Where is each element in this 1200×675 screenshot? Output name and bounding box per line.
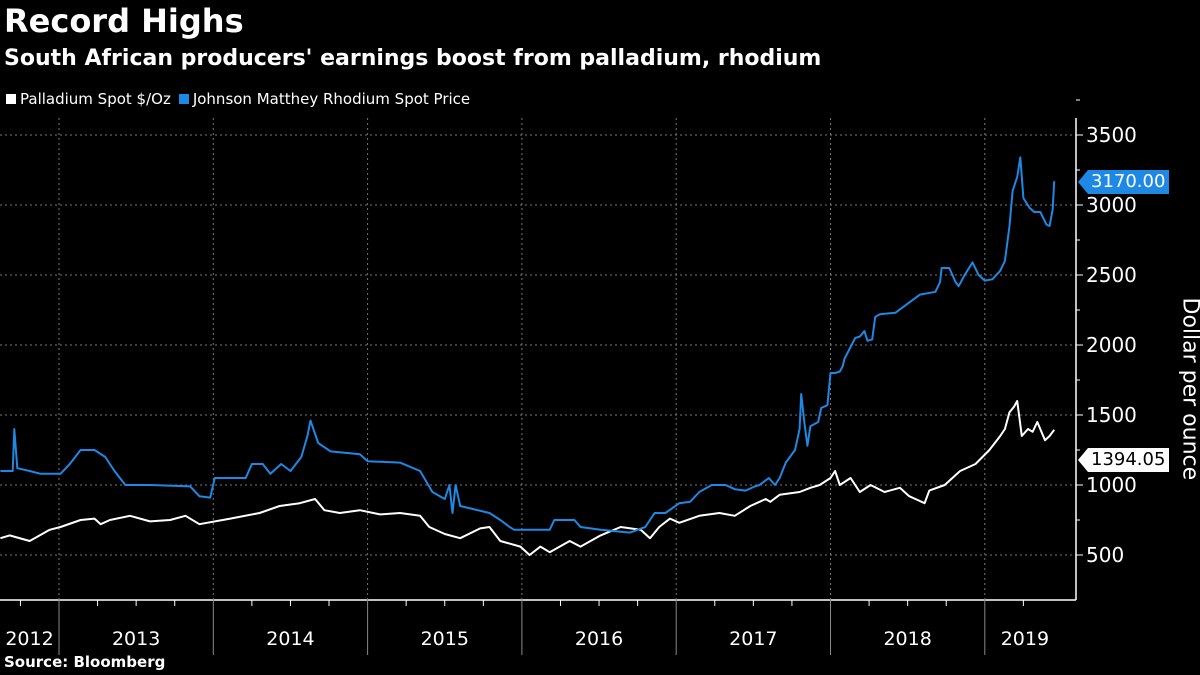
x-tick-label: 2016 bbox=[575, 628, 623, 650]
legend-swatch-palladium bbox=[6, 94, 16, 104]
chart-title: Record Highs bbox=[4, 2, 244, 40]
legend-item-rhodium: Johnson Matthey Rhodium Spot Price bbox=[178, 90, 471, 108]
x-tick-label: 2018 bbox=[883, 628, 931, 650]
x-tick-label: 2015 bbox=[421, 628, 469, 650]
legend-label-palladium: Palladium Spot $/Oz bbox=[20, 90, 171, 108]
y-tick-label: 1500 bbox=[1086, 403, 1137, 427]
x-tick-label: 2017 bbox=[729, 628, 777, 650]
palladium-last-value-tag: 1394.05 bbox=[1077, 448, 1170, 472]
y-tick-label: 2000 bbox=[1086, 333, 1137, 357]
x-tick-label: 2012 bbox=[5, 628, 53, 650]
chart-subtitle: South African producers' earnings boost … bbox=[4, 46, 822, 71]
y-tick-label: 2500 bbox=[1086, 263, 1137, 287]
palladium-line bbox=[0, 400, 1056, 556]
y-tick-label: 1000 bbox=[1086, 473, 1137, 497]
y-tick-label: 3500 bbox=[1086, 123, 1137, 147]
source-note: Source: Bloomberg bbox=[4, 653, 166, 671]
legend-swatch-rhodium bbox=[178, 94, 189, 104]
rhodium-last-value-tag: 3170.00 bbox=[1077, 170, 1170, 194]
legend-label-rhodium: Johnson Matthey Rhodium Spot Price bbox=[192, 90, 471, 108]
legend-item-palladium: Palladium Spot $/Oz bbox=[6, 90, 171, 108]
y-axis-title: Dollar per ounce bbox=[1177, 297, 1200, 481]
rhodium-line bbox=[0, 156, 1056, 534]
x-tick-label: 2013 bbox=[112, 628, 160, 650]
x-tick-label: 2019 bbox=[1001, 628, 1049, 650]
y-tick-label: 500 bbox=[1086, 543, 1124, 567]
y-tick-label: 3000 bbox=[1086, 193, 1137, 217]
x-tick-label: 2014 bbox=[266, 628, 314, 650]
legend: Palladium Spot $/Oz Johnson Matthey Rhod… bbox=[6, 90, 470, 108]
